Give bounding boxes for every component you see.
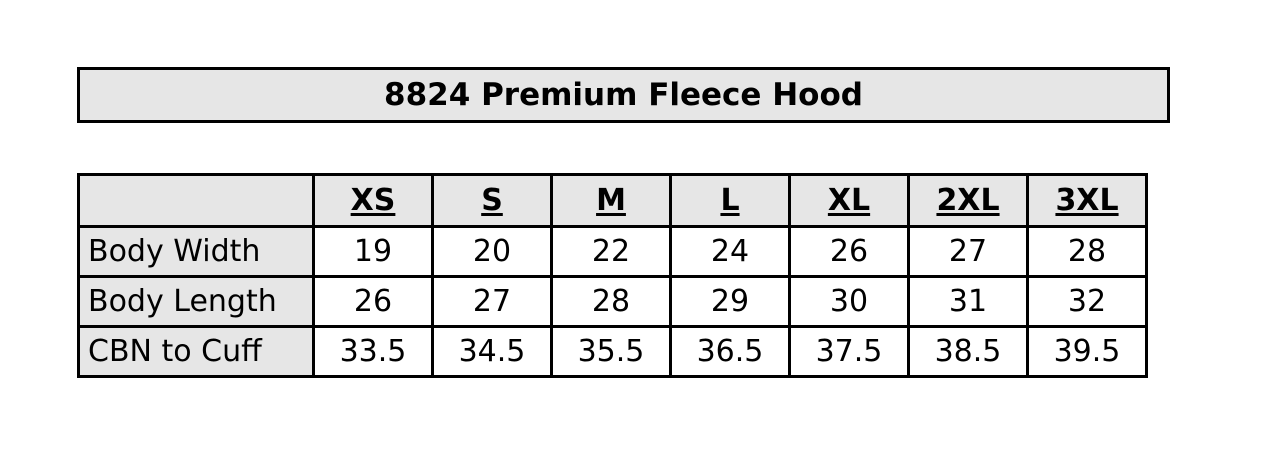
measurement-cell: 35.5 bbox=[550, 325, 672, 378]
size-header-xs: XS bbox=[312, 173, 434, 228]
measurement-cell: 31 bbox=[907, 275, 1029, 328]
table-row: Body Length 26 27 28 29 30 31 32 bbox=[77, 275, 1148, 328]
measurement-cell: 33.5 bbox=[312, 325, 434, 378]
measurement-cell: 29 bbox=[669, 275, 791, 328]
row-label: Body Width bbox=[77, 225, 315, 278]
measurement-cell: 19 bbox=[312, 225, 434, 278]
measurement-cell: 22 bbox=[550, 225, 672, 278]
measurement-cell: 24 bbox=[669, 225, 791, 278]
measurement-cell: 26 bbox=[788, 225, 910, 278]
measurement-cell: 38.5 bbox=[907, 325, 1029, 378]
chart-title: 8824 Premium Fleece Hood bbox=[77, 67, 1170, 123]
size-header-2xl: 2XL bbox=[907, 173, 1029, 228]
measurement-cell: 28 bbox=[1026, 225, 1148, 278]
measurement-cell: 20 bbox=[431, 225, 553, 278]
size-header-3xl: 3XL bbox=[1026, 173, 1148, 228]
size-header-l: L bbox=[669, 173, 791, 228]
measurement-cell: 30 bbox=[788, 275, 910, 328]
size-header-m: M bbox=[550, 173, 672, 228]
measurement-cell: 34.5 bbox=[431, 325, 553, 378]
table-row: Body Width 19 20 22 24 26 27 28 bbox=[77, 225, 1148, 278]
measurement-cell: 37.5 bbox=[788, 325, 910, 378]
size-header-xl: XL bbox=[788, 173, 910, 228]
measurement-cell: 39.5 bbox=[1026, 325, 1148, 378]
table-row: CBN to Cuff 33.5 34.5 35.5 36.5 37.5 38.5 39.5 bbox=[77, 325, 1148, 378]
measurement-cell: 28 bbox=[550, 275, 672, 328]
measurement-cell: 32 bbox=[1026, 275, 1148, 328]
size-header-s: S bbox=[431, 173, 553, 228]
size-chart-table: XS S M L XL 2XL 3XL Body Width 19 20 22 24 26 27 28 Bod… bbox=[77, 173, 1148, 378]
measurement-cell: 27 bbox=[907, 225, 1029, 278]
measurement-cell: 26 bbox=[312, 275, 434, 328]
row-label: Body Length bbox=[77, 275, 315, 328]
header-row: XS S M L XL 2XL 3XL bbox=[77, 173, 1148, 228]
measurement-cell: 27 bbox=[431, 275, 553, 328]
measurement-cell: 36.5 bbox=[669, 325, 791, 378]
row-label: CBN to Cuff bbox=[77, 325, 315, 378]
corner-cell bbox=[77, 173, 315, 228]
